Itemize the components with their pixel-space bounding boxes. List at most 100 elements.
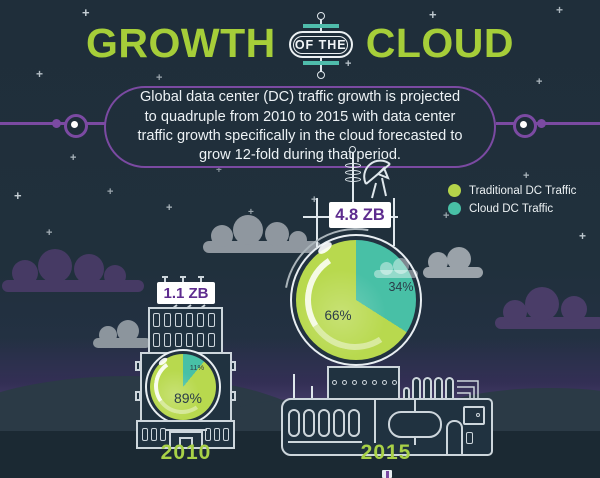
title-growth: GROWTH bbox=[85, 19, 276, 66]
pie-chart-2015 bbox=[296, 240, 416, 360]
ornament-dot bbox=[316, 12, 325, 20]
antenna-tip bbox=[349, 146, 356, 153]
window bbox=[175, 333, 182, 347]
bottom-ornament-inner bbox=[386, 471, 389, 478]
tank bbox=[388, 411, 442, 438]
base-antenna bbox=[293, 374, 295, 400]
star-icon: + bbox=[156, 72, 163, 84]
year-label-2015: 2015 bbox=[360, 441, 412, 464]
legend-item-cloud: Cloud DC Traffic bbox=[448, 202, 576, 215]
window bbox=[153, 333, 160, 347]
base-window bbox=[223, 428, 229, 441]
title-of-the: OF THE bbox=[294, 37, 347, 52]
gray-cloud bbox=[423, 247, 483, 278]
year-label-2010: 2010 bbox=[160, 441, 212, 464]
entrance-door bbox=[179, 437, 193, 449]
window bbox=[153, 313, 160, 327]
rivet bbox=[392, 380, 397, 385]
gray-cloud bbox=[203, 215, 321, 253]
window bbox=[186, 313, 193, 327]
rivet bbox=[332, 380, 337, 385]
window bbox=[197, 313, 204, 327]
legend-label: Cloud DC Traffic bbox=[469, 202, 554, 215]
base-window bbox=[318, 409, 330, 437]
page-title: GROWTH OF THE CLOUD bbox=[45, 12, 555, 79]
pipe bbox=[434, 377, 443, 400]
star-icon: + bbox=[579, 229, 587, 243]
legend-dot-cloud bbox=[448, 202, 461, 215]
base-window bbox=[288, 409, 300, 437]
star-icon: + bbox=[429, 7, 437, 22]
base-detail-line bbox=[288, 441, 362, 443]
base-window bbox=[151, 428, 157, 441]
star-icon: + bbox=[523, 170, 530, 182]
ornament-dot bbox=[316, 71, 325, 79]
star-icon: + bbox=[70, 152, 77, 164]
star-icon: + bbox=[14, 188, 22, 203]
billboard-lamp bbox=[164, 277, 166, 283]
base-window bbox=[142, 428, 148, 441]
title-cloud: CLOUD bbox=[365, 19, 514, 66]
rivet bbox=[372, 380, 377, 385]
pipe bbox=[445, 377, 454, 400]
rivet bbox=[382, 380, 387, 385]
star-icon: + bbox=[248, 207, 254, 218]
billboard-lamp bbox=[200, 277, 202, 283]
capacity-label-2010: 1.1 ZB bbox=[163, 284, 209, 302]
satellite-dish-icon bbox=[363, 159, 391, 199]
tank-stem bbox=[414, 400, 416, 412]
base-window bbox=[160, 428, 166, 441]
base-window bbox=[333, 409, 345, 437]
star-icon: + bbox=[556, 3, 564, 17]
window bbox=[186, 333, 193, 347]
base-divider bbox=[374, 400, 376, 443]
legend-item-traditional: Traditional DC Traffic bbox=[448, 184, 576, 197]
window bbox=[197, 333, 204, 347]
star-icon: + bbox=[443, 210, 450, 222]
window bbox=[208, 333, 215, 347]
rivet bbox=[362, 380, 367, 385]
door-arch bbox=[446, 420, 463, 454]
pipe bbox=[412, 377, 421, 400]
sign-post bbox=[393, 198, 395, 246]
utility-box bbox=[463, 406, 485, 425]
connector-dot bbox=[537, 119, 546, 128]
capacity-sign-2015: 4.8 ZB bbox=[329, 202, 391, 228]
antenna-coil bbox=[345, 163, 361, 168]
title-badge: OF THE bbox=[288, 12, 353, 79]
connector-node bbox=[513, 114, 537, 138]
window bbox=[175, 313, 182, 327]
star-icon: + bbox=[536, 76, 543, 88]
rivet bbox=[352, 380, 357, 385]
door-lintel bbox=[165, 429, 207, 431]
star-icon: + bbox=[311, 194, 318, 206]
billboard-lamp bbox=[182, 277, 184, 283]
star-icon: + bbox=[216, 165, 222, 176]
cloud-in-slice bbox=[374, 258, 418, 278]
star-icon: + bbox=[46, 227, 53, 239]
intro-bubble: Global data center (DC) traffic growth i… bbox=[104, 86, 496, 168]
base-window bbox=[303, 409, 315, 437]
window bbox=[208, 313, 215, 327]
pie-label-traditional-2015: 66% bbox=[324, 308, 352, 323]
capacity-sign-2010: 1.1 ZB bbox=[157, 282, 215, 304]
tank-stem bbox=[414, 438, 416, 445]
base-window bbox=[205, 428, 211, 441]
base-window bbox=[214, 428, 220, 441]
capacity-label-2015: 4.8 ZB bbox=[335, 205, 385, 224]
antenna-coil bbox=[345, 170, 361, 175]
pipe bbox=[423, 377, 432, 400]
antenna-coil bbox=[345, 177, 361, 182]
connector-line-right bbox=[496, 122, 600, 125]
pie-label-cloud-2010: 11% bbox=[189, 363, 205, 372]
star-icon: + bbox=[166, 202, 173, 214]
legend-dot-traditional bbox=[448, 184, 461, 197]
sign-post bbox=[316, 198, 318, 247]
base-antenna bbox=[311, 386, 313, 400]
window bbox=[164, 333, 171, 347]
ornament-dash bbox=[302, 24, 339, 28]
door-side-window bbox=[466, 432, 473, 444]
of-the-pill: OF THE bbox=[288, 31, 353, 58]
intro-text: Global data center (DC) traffic growth i… bbox=[137, 89, 463, 164]
